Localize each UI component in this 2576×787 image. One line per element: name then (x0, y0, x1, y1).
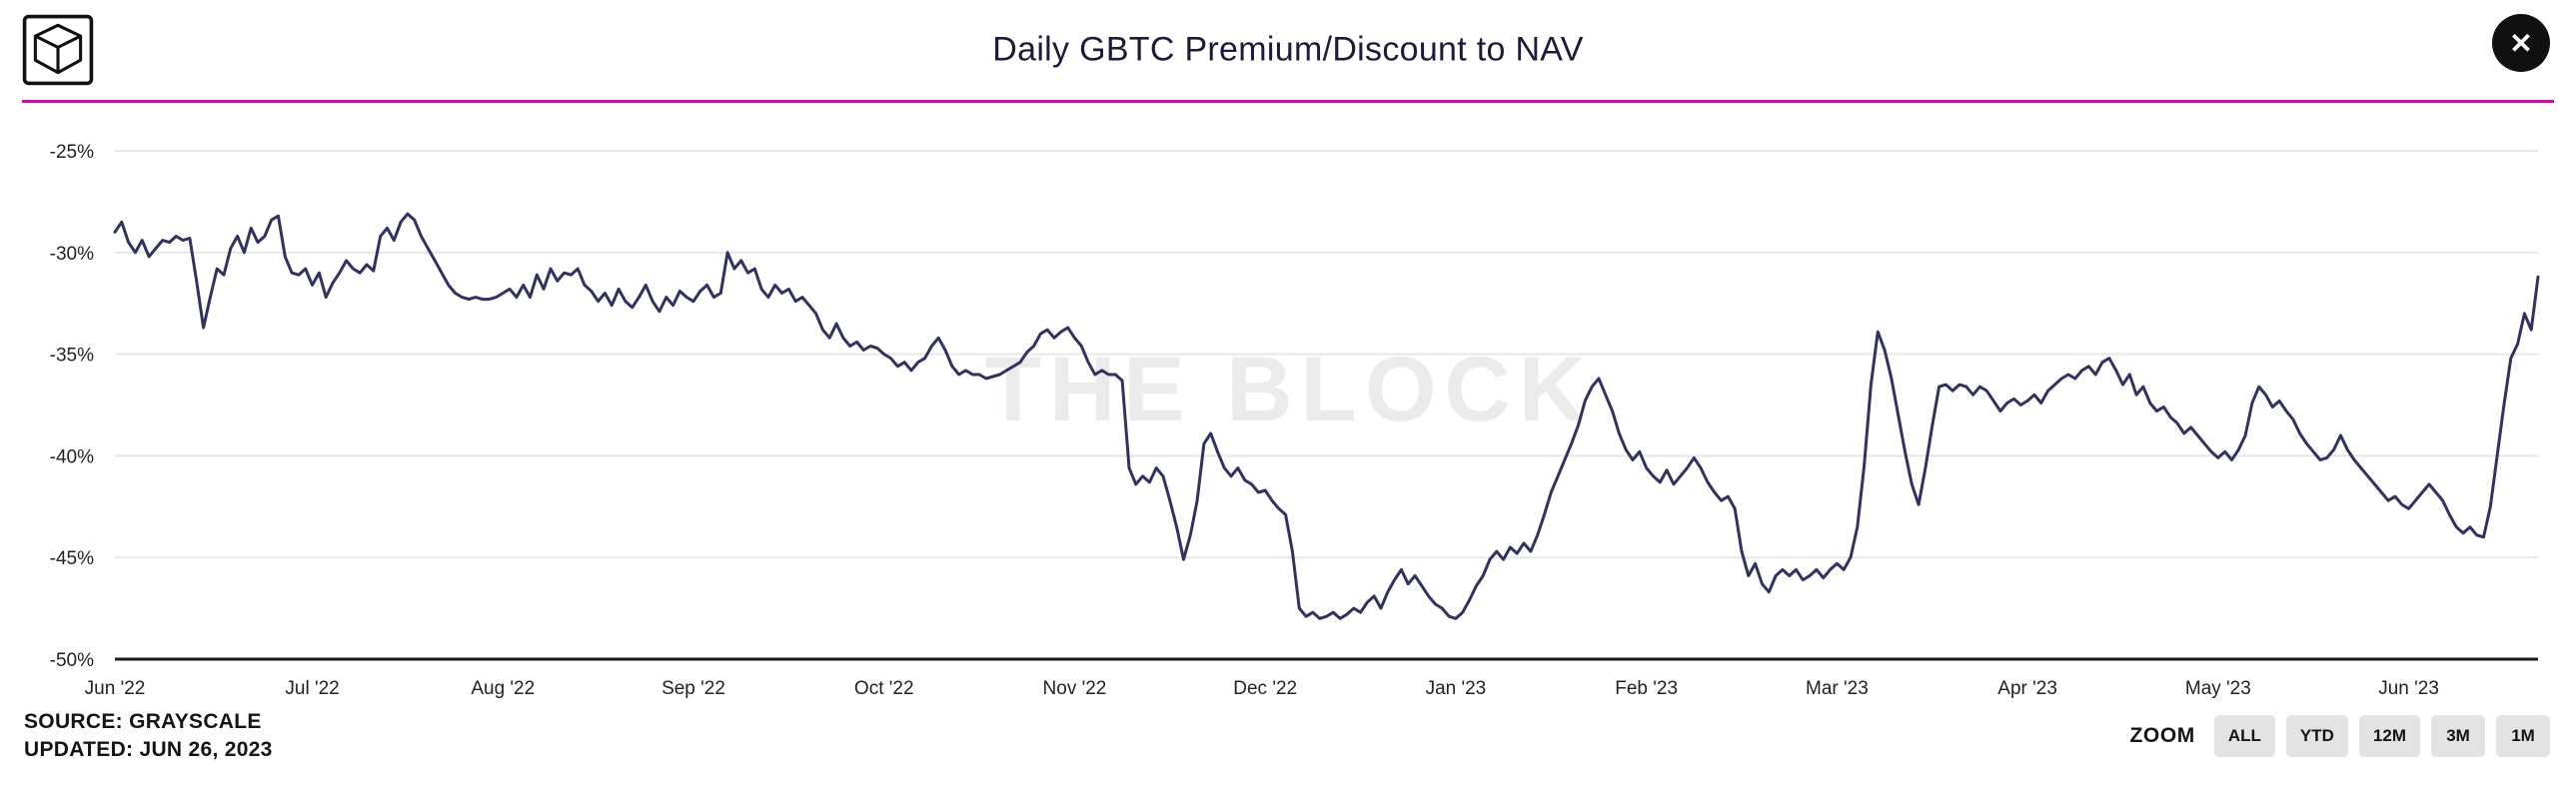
header: Daily GBTC Premium/Discount to NAV ✕ (0, 0, 2576, 100)
source-block: SOURCE: GRAYSCALE UPDATED: JUN 26, 2023 (24, 708, 273, 765)
x-tick-label: Sep '22 (661, 678, 725, 699)
y-tick-label: -30% (50, 244, 94, 265)
header-rule (22, 100, 2554, 103)
series-line-gbtc-premium-discount (113, 212, 2540, 620)
chart-canvas[interactable]: THE BLOCK-25%-30%-35%-40%-45%-50%Jun '22… (0, 103, 2576, 702)
updated-text: UPDATED: JUN 26, 2023 (24, 738, 273, 762)
y-tick-label: -35% (50, 346, 94, 367)
y-tick-label: -50% (50, 650, 94, 671)
the-block-logo-icon (22, 14, 94, 86)
x-tick-label: May '23 (2185, 678, 2251, 699)
x-tick-label: Mar '23 (1806, 678, 1869, 699)
y-tick-label: -45% (50, 548, 94, 569)
x-tick-label: Nov '22 (1043, 678, 1107, 699)
zoom-button-ytd[interactable]: YTD (2285, 715, 2348, 758)
source-text: SOURCE: GRAYSCALE (24, 710, 262, 733)
footer: SOURCE: GRAYSCALE UPDATED: JUN 26, 2023 … (0, 702, 2576, 765)
zoom-controls: ZOOM ALL YTD 12M 3M 1M (2129, 715, 2550, 758)
zoom-button-1m[interactable]: 1M (2496, 715, 2550, 758)
y-tick-label: -40% (50, 446, 94, 467)
x-tick-label: Jun '22 (85, 678, 146, 699)
x-tick-label: Dec '22 (1233, 678, 1297, 699)
x-tick-label: Apr '23 (1997, 678, 2057, 699)
zoom-button-3m[interactable]: 3M (2431, 715, 2485, 758)
zoom-button-all[interactable]: ALL (2213, 715, 2275, 758)
zoom-button-row: ALL YTD 12M 3M 1M (2213, 715, 2550, 758)
x-tick-label: Jul '22 (285, 678, 339, 699)
x-tick-label: Aug '22 (471, 678, 535, 699)
zoom-label: ZOOM (2129, 724, 2195, 748)
chart-area: THE BLOCK -25% -30% -35% -40% -45% -50% Jun '22… (0, 103, 2576, 702)
x-tick-label: Jun '23 (2378, 678, 2439, 699)
x-tick-label: Feb '23 (1615, 678, 1678, 699)
y-tick-label: -25% (50, 142, 94, 163)
close-icon: ✕ (2509, 27, 2533, 59)
close-button[interactable]: ✕ (2492, 14, 2550, 72)
zoom-button-12m[interactable]: 12M (2358, 715, 2420, 758)
x-tick-label: Jan '23 (1426, 678, 1487, 699)
page-title: Daily GBTC Premium/Discount to NAV (992, 30, 1584, 69)
x-tick-label: Oct '22 (854, 678, 914, 699)
